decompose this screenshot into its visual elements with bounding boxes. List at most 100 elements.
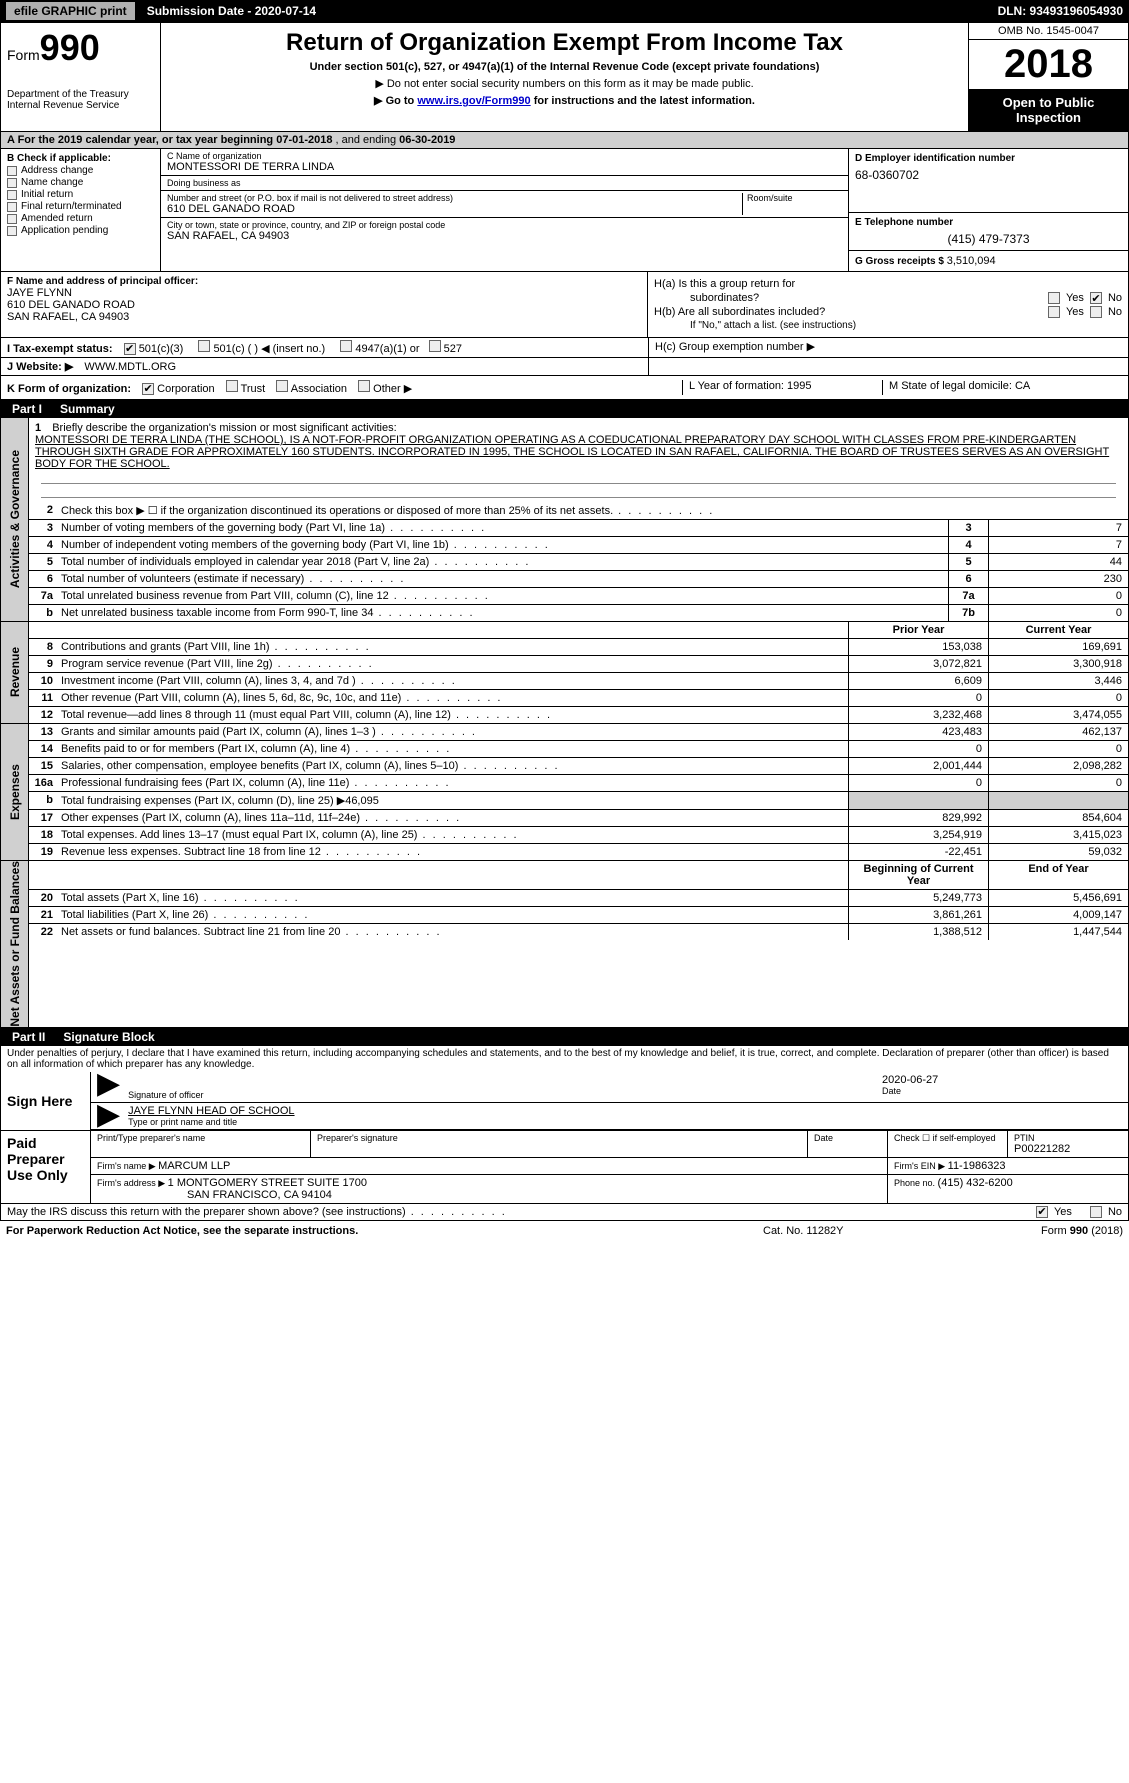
row-a: A For the 2019 calendar year, or tax yea…: [0, 132, 1129, 149]
row-f: F Name and address of principal officer:…: [1, 272, 648, 337]
rev-row: 11Other revenue (Part VIII, column (A), …: [29, 690, 1128, 707]
section-net: Net Assets or Fund Balances Beginning of…: [0, 861, 1129, 1028]
omb-number: OMB No. 1545-0047: [969, 23, 1128, 40]
row-i: I Tax-exempt status: 501(c)(3) 501(c) ( …: [0, 338, 1129, 358]
chk-corp[interactable]: [142, 383, 154, 395]
irs-link[interactable]: www.irs.gov/Form990: [417, 95, 530, 107]
section-ag: Activities & Governance 1 Briefly descri…: [0, 418, 1129, 622]
section-expenses: Expenses 13Grants and similar amounts pa…: [0, 724, 1129, 861]
chk-pending[interactable]: Application pending: [7, 225, 154, 236]
submission-date: Submission Date - 2020-07-14: [147, 4, 316, 18]
mission-block: 1 Briefly describe the organization's mi…: [29, 418, 1128, 502]
city-label: City or town, state or province, country…: [167, 220, 842, 230]
form-title: Return of Organization Exempt From Incom…: [167, 29, 962, 57]
org-name-label: C Name of organization: [167, 151, 842, 161]
sign-arrow-icon: ▶: [97, 1074, 120, 1100]
exp-row: 14Benefits paid to or for members (Part …: [29, 741, 1128, 758]
firm-addr1: 1 MONTGOMERY STREET SUITE 1700: [168, 1177, 367, 1189]
addr-value: 610 DEL GANADO ROAD: [167, 203, 742, 215]
chk-assoc[interactable]: [276, 380, 288, 392]
gross-label: G Gross receipts $: [855, 256, 947, 267]
department: Department of the Treasury Internal Reve…: [7, 89, 154, 111]
firm-addr2: SAN FRANCISCO, CA 94104: [187, 1189, 332, 1201]
ag-row: 6Total number of volunteers (estimate if…: [29, 571, 1128, 588]
chk-4947[interactable]: [340, 340, 352, 352]
firm-phone: (415) 432-6200: [938, 1177, 1013, 1189]
phone-label: E Telephone number: [855, 217, 1122, 228]
rev-row: 12Total revenue—add lines 8 through 11 (…: [29, 707, 1128, 723]
ag-row: 3Number of voting members of the governi…: [29, 520, 1128, 537]
open-public: Open to Public Inspection: [969, 89, 1128, 131]
ag-row: bNet unrelated business taxable income f…: [29, 605, 1128, 621]
chk-527[interactable]: [429, 340, 441, 352]
chk-amended[interactable]: Amended return: [7, 213, 154, 224]
exp-row: bTotal fundraising expenses (Part IX, co…: [29, 792, 1128, 810]
vtab-ag: Activities & Governance: [1, 418, 29, 621]
discuss-row: May the IRS discuss this return with the…: [0, 1204, 1129, 1221]
net-row: 21Total liabilities (Part X, line 26)3,8…: [29, 907, 1128, 924]
website: WWW.MDTL.ORG: [84, 361, 176, 373]
phone-value: (415) 479-7373: [855, 232, 1122, 246]
col-c: C Name of organization MONTESSORI DE TER…: [161, 149, 1128, 271]
officer-sig-name: JAYE FLYNN HEAD OF SCHOOL: [128, 1105, 1122, 1117]
city-value: SAN RAFAEL, CA 94903: [167, 230, 842, 242]
ein-value: 68-0360702: [855, 168, 1122, 182]
col-headers: Prior Year Current Year: [29, 622, 1128, 639]
ha-yes[interactable]: [1048, 292, 1060, 304]
room-label: Room/suite: [747, 193, 842, 203]
gross-value: 3,510,094: [947, 255, 996, 267]
net-row: 22Net assets or fund balances. Subtract …: [29, 924, 1128, 940]
officer-addr2: SAN RAFAEL, CA 94903: [7, 311, 641, 323]
mission-text: MONTESSORI DE TERRA LINDA (THE SCHOOL), …: [35, 434, 1109, 470]
addr-label: Number and street (or P.O. box if mail i…: [167, 193, 742, 203]
chk-other[interactable]: [358, 380, 370, 392]
chk-501c3[interactable]: [124, 343, 136, 355]
exp-row: 16aProfessional fundraising fees (Part I…: [29, 775, 1128, 792]
net-row: 20Total assets (Part X, line 16)5,249,77…: [29, 890, 1128, 907]
paid-label: Paid Preparer Use Only: [1, 1131, 91, 1203]
sign-arrow-icon-2: ▶: [97, 1105, 120, 1127]
chk-trust[interactable]: [226, 380, 238, 392]
row-k: K Form of organization: Corporation Trus…: [0, 376, 1129, 400]
vtab-exp: Expenses: [1, 724, 29, 860]
chk-501c[interactable]: [198, 340, 210, 352]
header-sub2: ▶ Do not enter social security numbers o…: [167, 77, 962, 90]
firm-name: MARCUM LLP: [158, 1160, 230, 1172]
chk-name-change[interactable]: Name change: [7, 177, 154, 188]
discuss-yes[interactable]: [1036, 1206, 1048, 1218]
col-b-header: B Check if applicable:: [7, 153, 154, 164]
rev-row: 9Program service revenue (Part VIII, lin…: [29, 656, 1128, 673]
form-header: Form990 Department of the Treasury Inter…: [0, 22, 1129, 132]
dln: DLN: 93493196054930: [998, 4, 1123, 18]
exp-row: 17Other expenses (Part IX, column (A), l…: [29, 810, 1128, 827]
ein-label: D Employer identification number: [855, 153, 1122, 164]
vtab-net: Net Assets or Fund Balances: [1, 861, 29, 1027]
chk-final-return[interactable]: Final return/terminated: [7, 201, 154, 212]
row-j: J Website: ▶ WWW.MDTL.ORG: [0, 358, 1129, 376]
header-left: Form990 Department of the Treasury Inter…: [1, 23, 161, 131]
ag-row: 4Number of independent voting members of…: [29, 537, 1128, 554]
ha-no[interactable]: [1090, 292, 1102, 304]
section-revenue: Revenue Prior Year Current Year 8Contrib…: [0, 622, 1129, 724]
form-number: 990: [40, 27, 100, 68]
officer-addr1: 610 DEL GANADO ROAD: [7, 299, 641, 311]
signature-block: Under penalties of perjury, I declare th…: [0, 1046, 1129, 1131]
col-b: B Check if applicable: Address change Na…: [1, 149, 161, 271]
sig-date: 2020-06-27: [882, 1074, 1122, 1086]
form-prefix: Form: [7, 47, 40, 63]
hb-no[interactable]: [1090, 306, 1102, 318]
chk-initial-return[interactable]: Initial return: [7, 189, 154, 200]
ag-row: 7aTotal unrelated business revenue from …: [29, 588, 1128, 605]
vtab-rev: Revenue: [1, 622, 29, 723]
discuss-no[interactable]: [1090, 1206, 1102, 1218]
state-domicile: M State of legal domicile: CA: [882, 380, 1122, 395]
exp-row: 19Revenue less expenses. Subtract line 1…: [29, 844, 1128, 860]
ag-row: 2Check this box ▶ ☐ if the organization …: [29, 502, 1128, 520]
hb-yes[interactable]: [1048, 306, 1060, 318]
col-d: D Employer identification number 68-0360…: [848, 149, 1128, 271]
chk-address-change[interactable]: Address change: [7, 165, 154, 176]
part2-header: Part II Signature Block: [0, 1028, 1129, 1046]
header-sub1: Under section 501(c), 527, or 4947(a)(1)…: [167, 61, 962, 73]
declaration: Under penalties of perjury, I declare th…: [1, 1046, 1128, 1072]
firm-ein: 11-1986323: [948, 1160, 1006, 1172]
